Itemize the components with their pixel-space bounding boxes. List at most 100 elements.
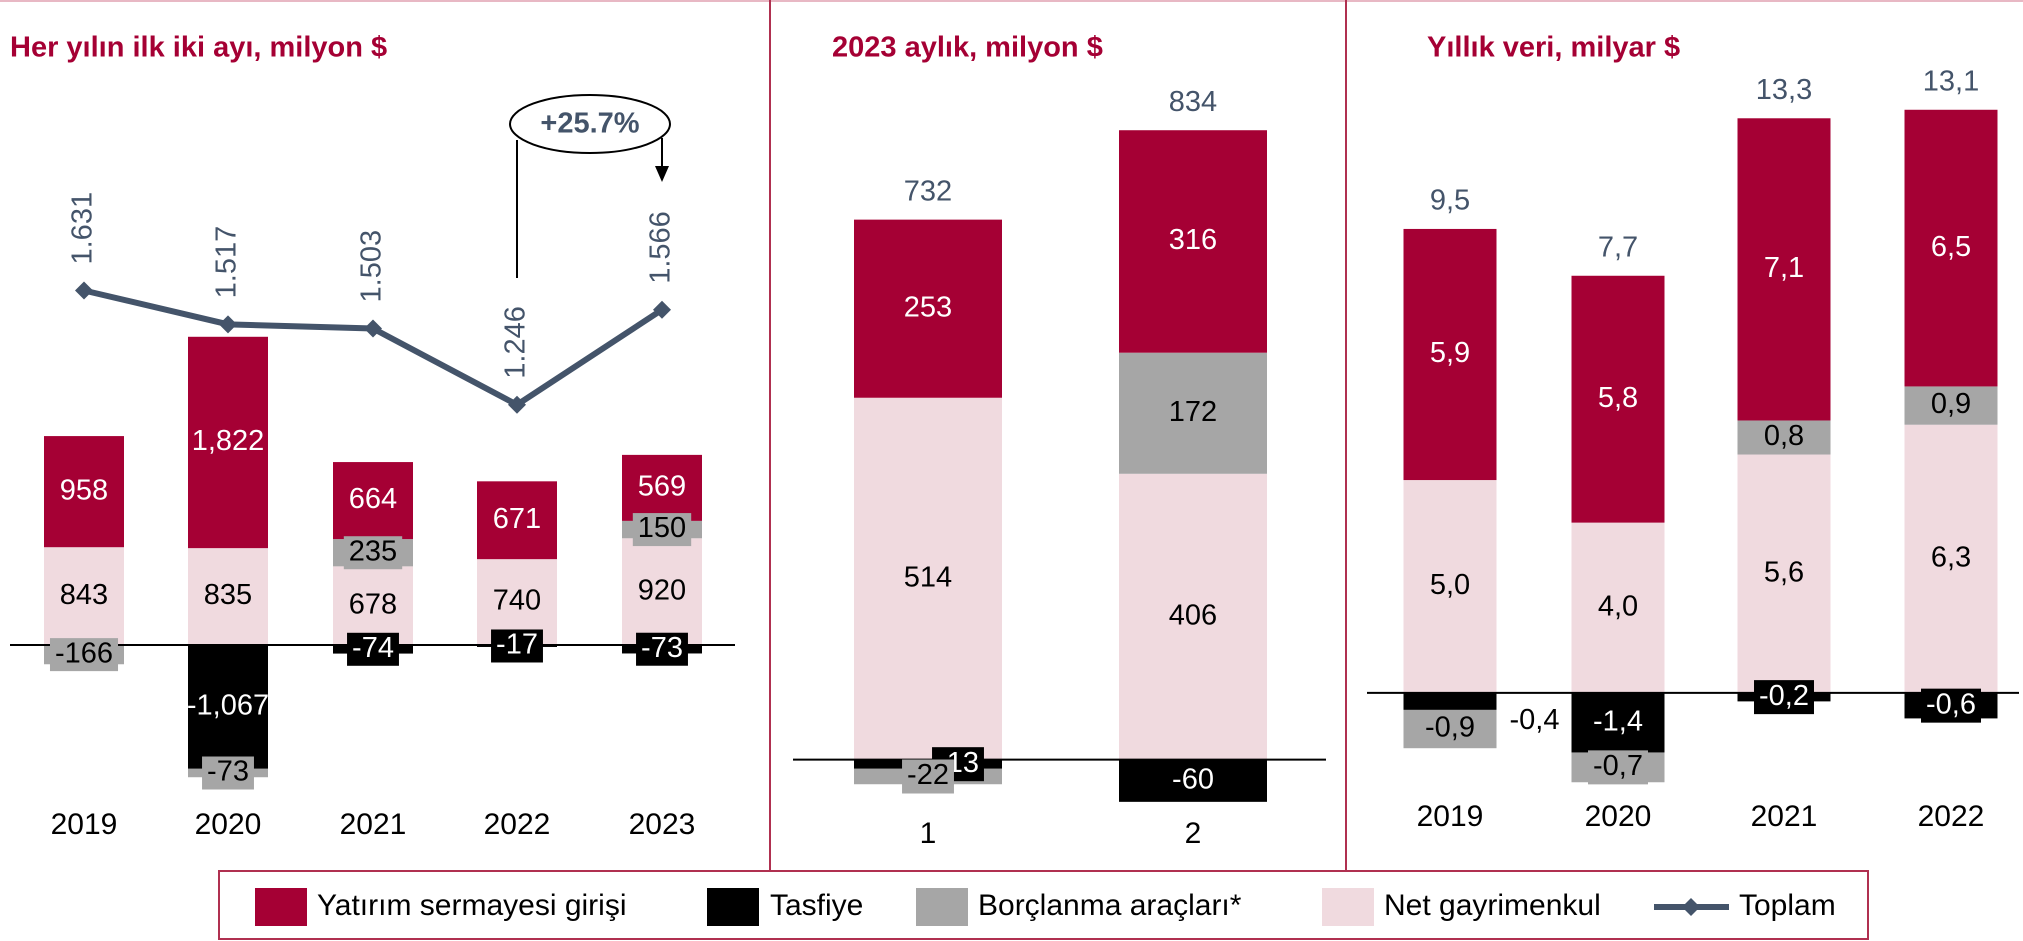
bar-segment [188,548,268,645]
legend-swatch [707,888,759,926]
data-label-group: -0,6 [1921,688,1981,723]
bar-segment [1737,118,1831,421]
data-label: 4,0 [1598,590,1638,622]
line-label: 1.566 [645,211,677,284]
label-box [632,513,692,547]
data-label: -22 [907,759,949,791]
data-label: -0,2 [1759,680,1809,712]
bar-segment [854,397,1002,760]
bar-segment [1571,275,1665,523]
x-tick-label: 2 [1185,817,1202,850]
data-label: 958 [60,474,108,506]
data-label: 671 [493,503,541,535]
legend-label: Net gayrimenkul [1384,889,1601,922]
data-label: 6,5 [1931,231,1971,263]
bar-segment [1119,473,1267,760]
bar-segment [1119,759,1267,802]
bar-segment [1119,130,1267,353]
bar-segment [1737,454,1831,693]
data-label-group: 150 [632,512,692,547]
x-tick-label: 2021 [340,808,407,841]
bar-segment [1119,352,1267,474]
data-label: 514 [904,561,952,593]
bar-segment [1403,228,1497,481]
data-label-group: -0,7 [1588,750,1648,785]
legend-swatch [1322,888,1374,926]
x-tick-label: 2019 [1417,800,1484,833]
data-label: -166 [55,637,113,669]
data-label: 678 [349,588,397,620]
legend-label: Tasfiye [770,889,863,922]
data-label-group: 235 [343,535,403,570]
data-label: -60 [1172,763,1214,795]
data-label-group: -73 [636,632,688,666]
total-label: 13,1 [1923,65,1979,97]
legend-label: Yatırım sermayesi girişi [317,889,627,922]
x-tick-label: 2022 [484,808,551,841]
data-label: -0,6 [1926,688,1976,720]
data-label: 5,8 [1598,382,1638,414]
data-label: 172 [1169,396,1217,428]
x-tick-label: 1 [920,817,937,850]
data-label: 7,1 [1764,252,1804,284]
data-label: 0,9 [1931,388,1971,420]
label-box [1754,680,1814,715]
data-label: 664 [349,483,397,515]
data-label: -74 [352,632,394,664]
label-box [491,629,543,663]
x-tick-label: 2023 [629,808,696,841]
total-label: 13,3 [1756,74,1812,106]
line-marker [219,315,237,334]
line-marker [653,300,671,319]
annotation-text: +25.7% [540,108,639,140]
annotation-arrow [655,166,669,182]
data-label: -17 [496,629,538,661]
annotation-ellipse [509,94,671,154]
data-label: -0,4 [1510,704,1560,736]
label-box [902,759,954,794]
bar-segment [477,481,557,560]
data-label-group: -73 [202,756,254,790]
label-box [202,756,254,790]
legend-swatch [255,888,307,926]
label-box [49,638,119,672]
line-label: 1.503 [356,230,388,303]
x-tick-label: 2019 [51,808,118,841]
total-label: 7,7 [1598,231,1638,263]
data-label: 5,0 [1430,569,1470,601]
bar-segment [44,547,124,645]
data-label: 1,822 [192,425,265,457]
bar-segment [1403,480,1497,693]
total-label: 834 [1169,86,1217,118]
data-label: 843 [60,579,108,611]
data-label: -0,7 [1593,750,1643,782]
x-tick-label: 2021 [1751,800,1818,833]
bar-segment [1403,709,1497,749]
legend-label: Toplam [1739,889,1836,922]
data-label: 316 [1169,224,1217,256]
data-label-group: -0,2 [1754,680,1814,715]
label-box [343,536,403,570]
data-label: 920 [638,574,686,606]
data-label: -0,9 [1425,712,1475,744]
bar-segment [1904,424,1998,693]
bar-segment [188,645,268,769]
data-label: 740 [493,585,541,617]
legend [218,870,1869,940]
data-label: 835 [204,579,252,611]
data-label: 569 [638,471,686,503]
line-marker [75,281,93,300]
bar-segment [1904,109,1998,387]
data-label: 5,9 [1430,337,1470,369]
label-box [1921,688,1981,723]
total-line [83,287,664,409]
bar-segment [854,219,1002,398]
data-label-group: -22 [902,759,954,794]
bar-segment [622,454,702,521]
legend-marker [1682,898,1700,916]
data-label: -73 [207,756,249,788]
line-marker [364,319,382,338]
bar-segment [333,462,413,540]
label-box [1588,750,1648,785]
chart-title: Her yılın ilk iki ayı, milyon $ [10,32,387,64]
